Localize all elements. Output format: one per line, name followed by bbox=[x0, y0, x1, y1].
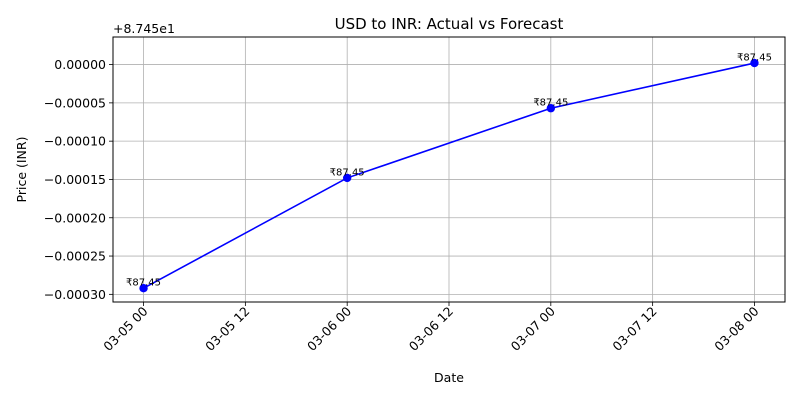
y-offset-text: +8.745e1 bbox=[113, 21, 175, 36]
y-tick-label: 0.00000 bbox=[54, 57, 106, 72]
grid-layer bbox=[113, 37, 785, 302]
data-point bbox=[342, 173, 352, 183]
y-axis-label: Price (INR) bbox=[14, 137, 29, 203]
data-label: ₹87.45 bbox=[126, 278, 161, 289]
series-marker-layer bbox=[139, 58, 759, 293]
data-label: ₹87.45 bbox=[533, 98, 568, 109]
data-point bbox=[139, 284, 148, 293]
y-tick-label: −0.00030 bbox=[44, 287, 106, 302]
data-point bbox=[750, 58, 759, 68]
chart-title: USD to INR: Actual vs Forecast bbox=[335, 15, 564, 33]
data-label: ₹87.45 bbox=[330, 167, 365, 178]
series-line bbox=[143, 62, 755, 289]
data-label-layer: ₹87.45 ₹87.45 ₹87.45 ₹87.45 bbox=[126, 53, 772, 289]
x-axis-label: Date bbox=[434, 370, 464, 385]
y-tick-label: −0.00010 bbox=[44, 134, 106, 149]
y-tick-label: −0.00005 bbox=[44, 95, 106, 110]
series-line-layer bbox=[143, 62, 755, 289]
y-tick-label: −0.00020 bbox=[44, 210, 106, 225]
data-label: ₹87.45 bbox=[737, 53, 772, 64]
y-tick-label: −0.00025 bbox=[44, 249, 106, 264]
data-point bbox=[546, 104, 556, 113]
y-tick-label: −0.00015 bbox=[44, 172, 106, 187]
